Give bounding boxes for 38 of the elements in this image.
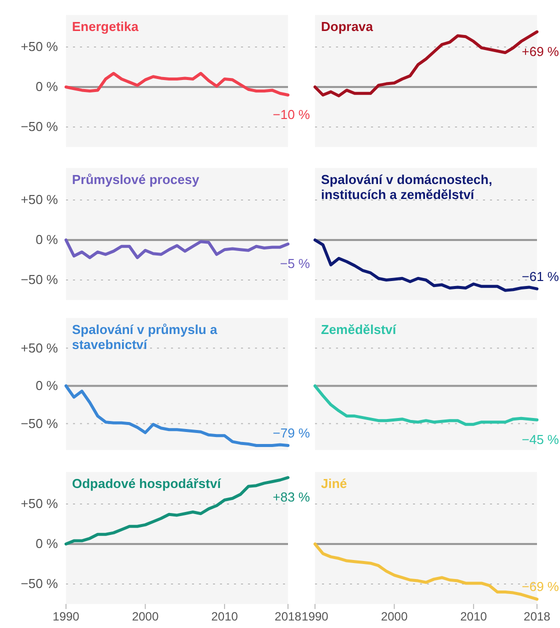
annotation: −69 % — [522, 579, 560, 594]
chart-title: Doprava — [321, 19, 374, 34]
y-tick-label: 0 % — [36, 378, 58, 394]
y-tick-label: −50 % — [20, 119, 58, 134]
x-tick-label: 2000 — [380, 610, 408, 624]
chart-title: Odpadové hospodářství — [72, 476, 222, 491]
annotation: −45 % — [522, 432, 560, 447]
annotation: −61 % — [522, 268, 560, 284]
annotation: −79 % — [272, 425, 310, 440]
chart-title: Jiné — [321, 476, 348, 491]
annotation: −10 % — [272, 107, 310, 122]
x-tick-label: 2018 — [524, 610, 551, 624]
y-tick-label: +50 % — [20, 340, 58, 356]
y-tick-label: −50 % — [20, 576, 58, 592]
y-tick-label: 0 % — [36, 536, 58, 552]
y-tick-label: +50 % — [20, 39, 58, 54]
line-series — [64, 72, 290, 96]
y-tick-label: −50 % — [20, 416, 58, 431]
x-tick-label: 1990 — [52, 610, 80, 624]
y-tick-label: 0 % — [36, 232, 58, 248]
annotation: −5 % — [280, 256, 310, 271]
line-series — [64, 238, 290, 260]
x-tick-label: 2018 — [274, 610, 302, 624]
chart-title: Průmyslové procesy — [72, 172, 200, 187]
y-tick-label: +50 % — [20, 496, 58, 512]
y-tick-label: +50 % — [20, 192, 58, 208]
chart-title: Energetika — [72, 19, 140, 34]
annotation: +83 % — [272, 490, 310, 505]
chart-title: Zemědělství — [321, 322, 397, 337]
y-tick-label: 0 % — [36, 79, 58, 94]
y-tick-label: −50 % — [20, 272, 58, 288]
annotation: +69 % — [522, 44, 560, 59]
text: Spalování v domácnostech, institucích a zemědělství — [321, 172, 492, 202]
x-tick-label: 2000 — [132, 610, 159, 624]
text: Spalování v průmyslu a stavebnictví — [72, 322, 218, 352]
x-tick-label: 2010 — [460, 610, 488, 624]
x-tick-label: 1990 — [302, 610, 329, 624]
x-tick-label: 2010 — [211, 610, 238, 624]
